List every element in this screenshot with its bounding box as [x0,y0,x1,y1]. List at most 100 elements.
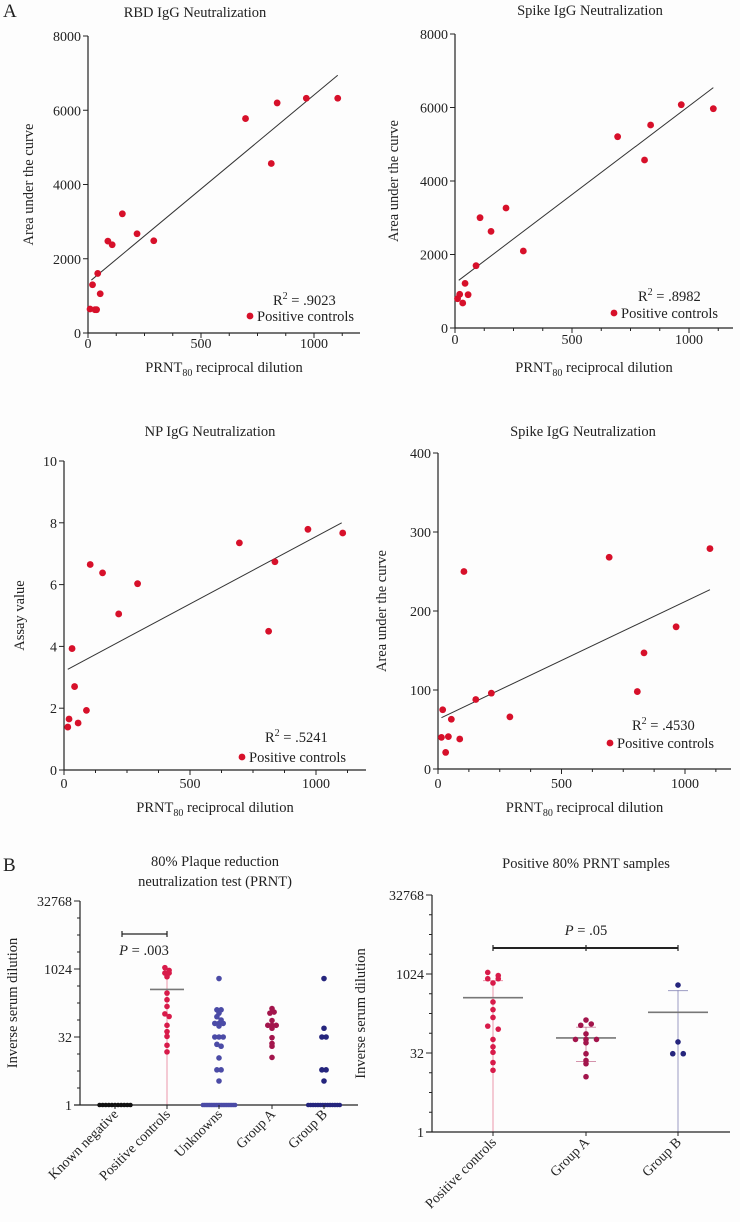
data-point [472,696,480,703]
data-point [334,94,342,102]
chart-title: RBD IgG Neutralization [124,5,267,21]
x-tick-label: 0 [435,777,442,792]
p-value: = .05 [574,923,608,939]
legend-label: Positive controls [617,736,714,752]
data-point [476,214,484,222]
r-squared-value: = .5241 [280,730,328,746]
data-point [94,270,102,277]
data-point [319,1067,325,1073]
chart-title-line: neutralization test (PRNT) [138,874,292,890]
data-point [495,1026,502,1032]
r-squared-main: R [273,293,283,309]
data-point [269,1005,275,1012]
data-point [269,1034,275,1041]
x-axis-label-rest: reciprocal dilution [562,360,673,376]
x-tick-label: 0 [61,777,68,792]
data-point [459,299,467,307]
y-tick-label: 2000 [53,253,81,268]
y-tick-label: 100 [410,684,431,699]
data-point [267,160,275,167]
data-point [484,969,491,976]
data-point [162,970,168,976]
data-point [65,715,73,723]
legend-marker [238,753,246,761]
data-point [447,715,455,723]
x-tick-label: 500 [562,333,583,348]
data-point [583,1057,589,1064]
panel-label-b: B [3,855,16,876]
data-point [68,645,76,652]
chart-title: Spike IgG Neutralization [517,3,664,19]
data-point [133,230,141,238]
data-point [164,1022,170,1029]
x-tick-label: 500 [180,777,201,792]
data-point [115,610,123,618]
data-point [86,561,94,568]
data-point [456,735,464,743]
data-point [588,1021,595,1027]
y-tick-label: 10 [43,455,57,470]
data-point [490,1067,496,1074]
data-point [444,733,452,741]
dot-plot-0: 80% Plaque reduction neutralization test … [5,854,358,1184]
data-point [164,1033,170,1040]
x-axis-label: PRNT80 reciprocal dilution [145,360,303,379]
x-tick-label: 1000 [302,777,330,792]
data-point [269,1017,275,1024]
data-point [669,1050,676,1057]
data-point [490,1059,496,1066]
data-point [267,1010,273,1016]
data-point [439,706,447,714]
data-point [235,539,243,547]
x-axis-label-rest: reciprocal dilution [553,800,664,816]
data-point [464,291,472,299]
y-tick-label: 6000 [53,104,81,119]
y-tick-label: 4 [50,640,57,655]
y-tick-label: 2 [50,702,57,717]
data-point [484,975,491,982]
data-point [242,115,249,122]
data-point [164,990,170,996]
legend-marker [606,739,614,747]
data-point [164,1042,170,1049]
data-point [218,1017,224,1023]
data-point [706,545,714,552]
data-point [487,227,495,235]
data-point [212,1020,218,1027]
chart-title: NP IgG Neutralization [145,424,276,440]
data-point [269,1040,275,1047]
trend-line [91,74,339,281]
data-point [212,1034,218,1040]
data-point [321,975,327,982]
trend-line [458,87,714,281]
r-squared-main: R [638,289,648,305]
data-point [490,1049,496,1056]
data-point [519,247,527,255]
data-point [220,1034,226,1040]
data-point [677,101,685,109]
data-point [86,305,94,313]
trend-line [67,522,342,670]
data-point [164,996,170,1003]
y-tick-label: 200 [410,605,431,620]
y-tick-label: 6000 [420,102,448,117]
data-point [323,1067,329,1073]
x-tick-label: 0 [85,337,92,352]
legend-marker [610,309,618,317]
data-point [128,1102,133,1108]
x-tick-label: 0 [452,333,459,348]
category-label: Unknowns [172,1107,226,1161]
chart-title-line: 80% Plaque reduction [151,854,280,870]
y-tick-label: 0 [441,322,448,337]
x-tick-label: 1000 [300,337,328,352]
x-axis-label-rest: reciprocal dilution [183,800,294,816]
data-point [93,306,100,314]
data-point [71,683,78,690]
data-point [216,1034,222,1040]
data-point [490,1014,496,1021]
x-tick-label: 500 [191,337,212,352]
data-point [484,1023,491,1029]
data-point [647,121,655,129]
data-point [214,1041,220,1048]
